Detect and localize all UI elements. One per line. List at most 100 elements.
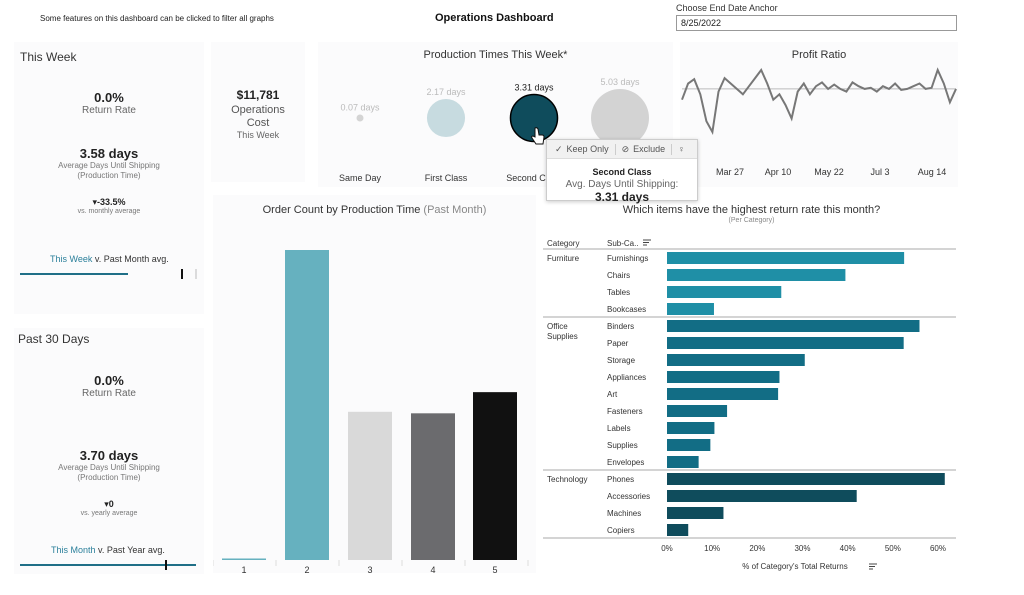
order-tick-label: 1 xyxy=(241,565,246,575)
subcategory-label: Appliances xyxy=(607,373,646,382)
profit-tick-label: Aug 14 xyxy=(918,167,947,177)
order-bar-2[interactable] xyxy=(285,250,329,560)
this-week-compare-link[interactable]: This Week xyxy=(50,254,93,264)
category-label: Supplies xyxy=(547,332,578,341)
profit-ratio-chart: Mar 27 Apr 10 May 22 Jul 3 Aug 14 xyxy=(681,67,957,177)
category-header: Category xyxy=(547,239,579,248)
return-bar-appliances[interactable] xyxy=(667,371,780,383)
return-bar-copiers[interactable] xyxy=(667,524,689,536)
return-bar-art[interactable] xyxy=(667,388,779,400)
this-week-avg-days: 3.58 days xyxy=(79,146,139,161)
category-label: Office xyxy=(547,322,568,331)
tooltip-label: Avg. Days Until Shipping: xyxy=(565,179,679,190)
return-tick-label: 20% xyxy=(749,544,765,553)
category-label: Furniture xyxy=(547,254,580,263)
subcategory-label: Copiers xyxy=(607,526,635,535)
order-bar-1[interactable] xyxy=(222,558,266,560)
return-x-axis-label: % of Category's Total Returns xyxy=(742,562,847,571)
order-tick-label: 2 xyxy=(304,565,309,575)
return-bar-fasteners[interactable] xyxy=(667,405,728,417)
this-week-change: ▾-33.5% xyxy=(92,197,126,207)
tooltip-actions: ✓ Keep Only ⊘ Exclude ♀ xyxy=(547,140,697,159)
past-30-return-rate-label: Return Rate xyxy=(82,388,136,399)
highlight-button[interactable]: ♀ xyxy=(678,144,685,154)
return-bar-tables[interactable] xyxy=(667,286,782,298)
subcategory-label: Bookcases xyxy=(607,305,646,314)
subcategory-label: Phones xyxy=(607,475,634,484)
return-bar-binders[interactable] xyxy=(667,320,920,332)
sort-icon[interactable] xyxy=(869,563,877,570)
tooltip-title: Second Class xyxy=(592,167,652,177)
category-label: Technology xyxy=(547,475,587,484)
subcategory-label: Envelopes xyxy=(607,458,644,467)
profit-ratio-panel xyxy=(680,42,958,187)
subcategory-label: Machines xyxy=(607,509,641,518)
subcategory-label: Fasteners xyxy=(607,407,643,416)
past-30-avg-days-sublabel: (Production Time) xyxy=(77,473,141,482)
tooltip: ✓ Keep Only ⊘ Exclude ♀ Second Class Avg. … xyxy=(546,139,698,204)
order-bar-5[interactable] xyxy=(473,392,517,560)
bubble-value-label: 3.31 days xyxy=(514,82,554,92)
subcategory-label: Labels xyxy=(607,424,631,433)
lightbulb-icon: ♀ xyxy=(678,144,685,154)
bubble-first-class[interactable] xyxy=(426,98,466,138)
return-rate-subtitle: (Per Category) xyxy=(728,217,775,224)
past-30-progress xyxy=(20,560,196,570)
exclude-icon: ⊘ xyxy=(621,143,630,154)
return-rate-chart: Category Sub-Ca.. Furniture Furnishings Chai… xyxy=(543,239,956,571)
past-30-panel xyxy=(14,328,204,574)
return-bar-accessories[interactable] xyxy=(667,490,857,502)
return-bar-storage[interactable] xyxy=(667,354,805,366)
exclude-button[interactable]: ⊘ Exclude xyxy=(621,143,666,155)
return-rate-title: Which items have the highest return rate… xyxy=(622,204,881,216)
bubble-standard-class[interactable] xyxy=(591,89,649,147)
tooltip-value: 3.31 days xyxy=(594,190,650,204)
return-tick-label: 30% xyxy=(794,544,810,553)
bubble-category-label: Second Class xyxy=(506,173,562,183)
subcategory-header[interactable]: Sub-Ca.. xyxy=(607,239,639,248)
subcategory-label: Accessories xyxy=(607,492,650,501)
subcategory-label: Supplies xyxy=(607,441,638,450)
this-week-panel xyxy=(14,42,204,314)
order-bar-3[interactable] xyxy=(348,411,392,560)
sort-icon[interactable] xyxy=(643,239,651,246)
dashboard-title: Operations Dashboard xyxy=(435,12,554,24)
subcategory-label: Art xyxy=(607,390,618,399)
return-bar-supplies[interactable] xyxy=(667,439,711,451)
this-week-return-rate: 0.0% xyxy=(94,90,124,105)
return-bar-phones[interactable] xyxy=(667,473,945,485)
return-bar-paper[interactable] xyxy=(667,337,904,349)
date-anchor-input[interactable] xyxy=(676,15,957,31)
profit-ratio-line[interactable] xyxy=(681,67,957,136)
this-week-return-rate-label: Return Rate xyxy=(82,105,136,116)
return-tick-label: 60% xyxy=(930,544,946,553)
cost-panel xyxy=(211,42,305,182)
filter-hint: Some features on this dashboard can be c… xyxy=(40,14,274,23)
return-bar-chairs[interactable] xyxy=(667,269,846,281)
profit-tick-label: Mar 27 xyxy=(716,167,744,177)
keep-only-button[interactable]: ✓ Keep Only xyxy=(555,143,609,155)
subcategory-label: Furnishings xyxy=(607,254,648,263)
past-30-compare-link[interactable]: This Month xyxy=(51,545,96,555)
past-30-avg-days: 3.70 days xyxy=(79,448,139,463)
production-times-title: Production Times This Week* xyxy=(423,49,568,61)
order-tick-label: 3 xyxy=(367,565,372,575)
return-tick-label: 10% xyxy=(704,544,720,553)
order-count-chart: 1 2 3 4 5 xyxy=(213,250,529,575)
bubble-category-label: First Class xyxy=(425,173,468,183)
return-bar-labels[interactable] xyxy=(667,422,715,434)
return-bar-furnishings[interactable] xyxy=(667,252,905,264)
return-bar-bookcases[interactable] xyxy=(667,303,714,315)
return-tick-label: 0% xyxy=(661,544,673,553)
subcategory-label: Tables xyxy=(607,288,630,297)
order-tick-label: 5 xyxy=(492,565,497,575)
return-bar-envelopes[interactable] xyxy=(667,456,699,468)
past-30-return-rate: 0.0% xyxy=(94,373,124,388)
date-anchor-label: Choose End Date Anchor xyxy=(676,3,778,13)
order-bar-4[interactable] xyxy=(411,413,455,560)
profit-tick-label: Apr 10 xyxy=(765,167,792,177)
this-week-avg-days-sublabel: (Production Time) xyxy=(77,171,141,180)
this-week-change-label: vs. monthly average xyxy=(77,208,141,215)
bubble-same-day[interactable] xyxy=(356,114,364,122)
return-bar-machines[interactable] xyxy=(667,507,724,519)
